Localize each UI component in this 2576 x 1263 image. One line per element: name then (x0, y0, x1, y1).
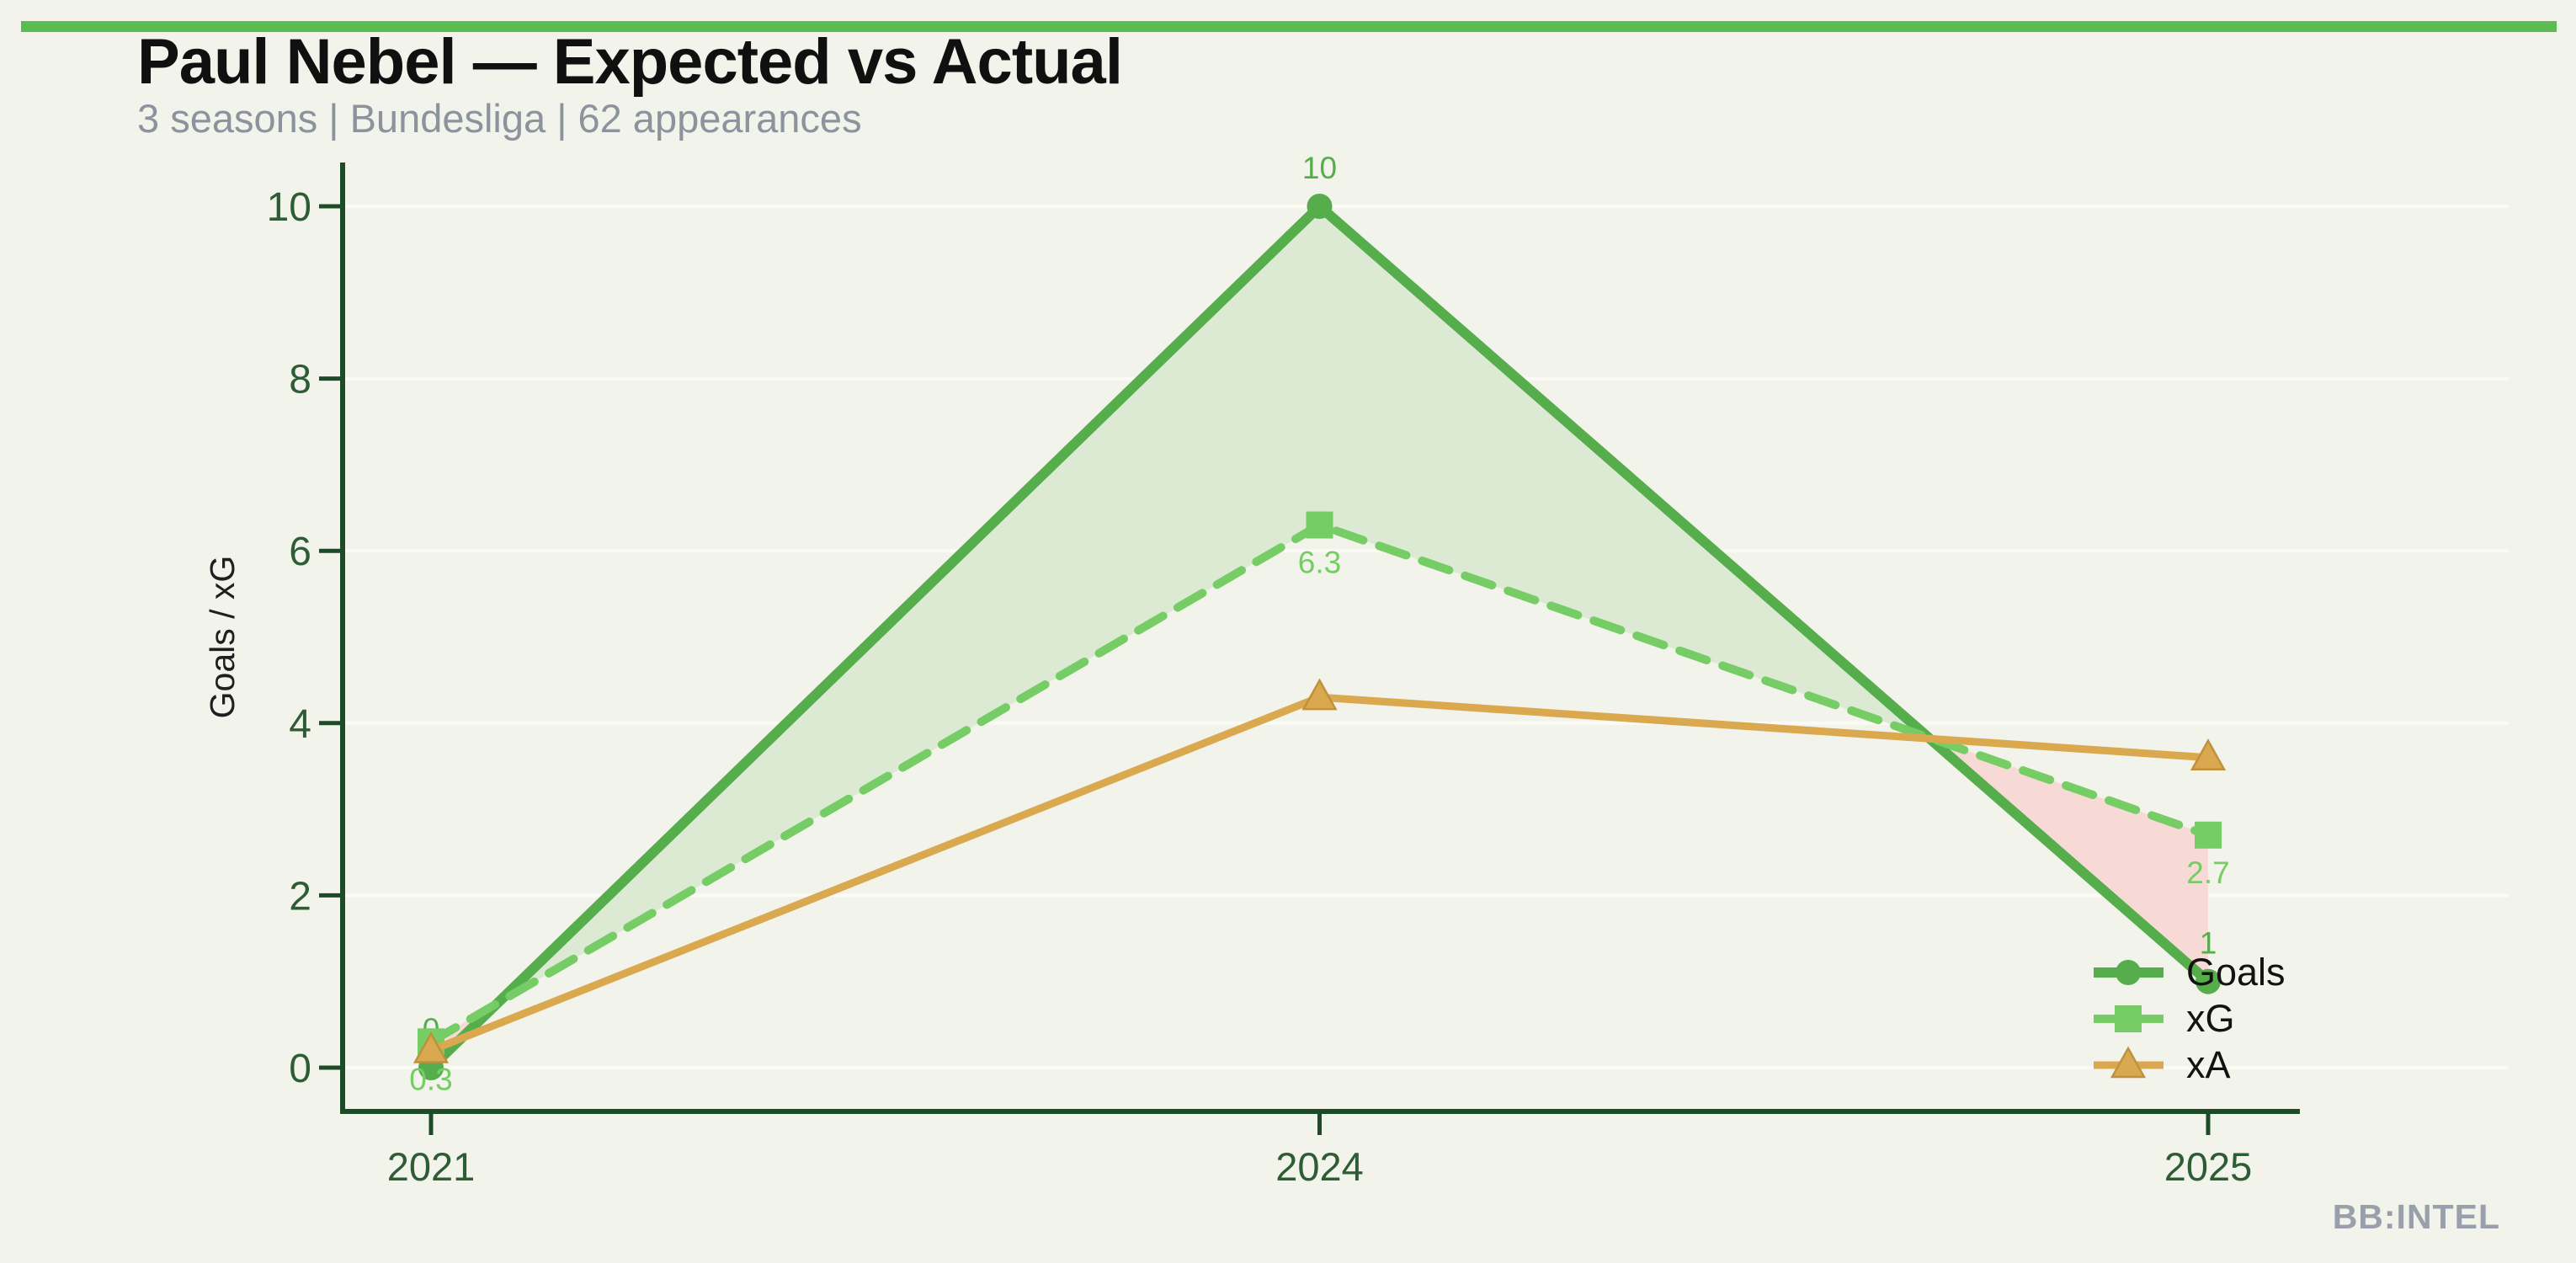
series-xa (412, 678, 2227, 1063)
series-line (427, 520, 2212, 1047)
watermark-logo: BB:INTEL (2332, 1197, 2500, 1236)
circle-marker (2195, 968, 2221, 994)
x-tick-label: 2025 (2164, 1144, 2253, 1189)
point-label: 0.3 (409, 1062, 452, 1096)
page-title: Paul Nebel — Expected vs Actual (137, 26, 1123, 98)
triangle-marker (2190, 738, 2227, 770)
series-xg: 0.3 6.3 2.7 (409, 511, 2230, 1096)
circle-marker (2116, 960, 2141, 985)
y-axis-title: Goals / xG (203, 556, 242, 719)
point-label: 10 (1302, 151, 1337, 185)
axes: 0 2 4 6 8 10 2021 2024 2025 Goals / xG (203, 163, 2300, 1189)
y-tick-label: 2 (289, 874, 311, 919)
y-tick-label: 10 (267, 185, 311, 230)
triangle-marker (412, 1031, 450, 1063)
legend-label: xG (2186, 997, 2235, 1040)
point-label: 1 (2200, 926, 2217, 961)
legend-label: xA (2186, 1043, 2231, 1086)
point-label: 6.3 (1298, 546, 1341, 580)
page-subtitle: 3 seasons | Bundesliga | 62 appearances (137, 96, 862, 141)
triangle-marker (2110, 1046, 2147, 1079)
circle-marker (1307, 194, 1333, 219)
legend-item-goals: Goals (2094, 951, 2286, 994)
legend-item-xg: xG (2094, 997, 2235, 1040)
legend-label: Goals (2186, 951, 2286, 994)
x-tick-label: 2024 (1275, 1144, 1364, 1189)
y-tick-label: 4 (289, 702, 311, 747)
triangle-marker (1301, 678, 1338, 711)
x-tick-label: 2021 (387, 1144, 476, 1189)
chart-header: Paul Nebel — Expected vs Actual 3 season… (137, 26, 1123, 141)
square-marker (1306, 511, 1333, 539)
top-accent-bar (21, 21, 2557, 32)
y-tick-label: 6 (289, 530, 311, 574)
fill-between-regions (431, 206, 2208, 1068)
legend-item-xa: xA (2094, 1043, 2231, 1086)
y-tick-label: 8 (289, 358, 311, 402)
square-marker (2115, 1005, 2142, 1032)
point-label: 2.7 (2186, 855, 2229, 890)
square-marker (2195, 821, 2222, 849)
y-tick-label: 0 (289, 1047, 311, 1091)
